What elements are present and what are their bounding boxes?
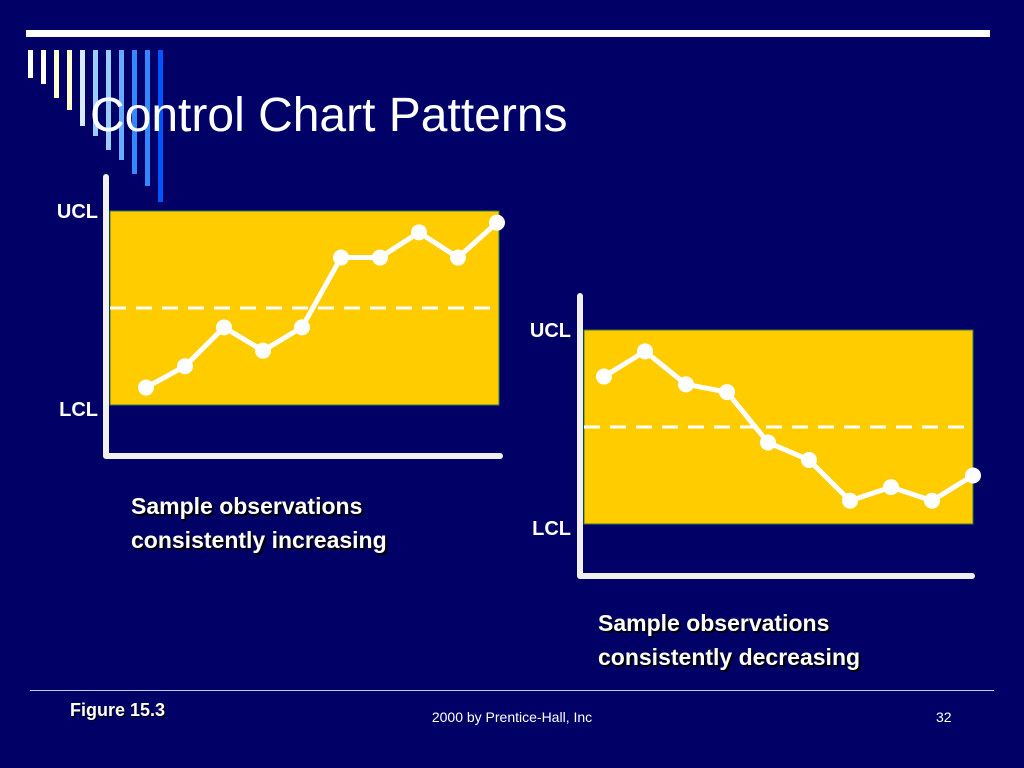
footer-rule [30, 690, 994, 691]
data-point-decreasing-6 [801, 451, 817, 468]
slide-title: Control Chart Patterns [90, 89, 568, 142]
lcl-label-decreasing: LCL [532, 518, 571, 540]
data-point-decreasing-5 [760, 434, 776, 451]
decor-stripe [145, 50, 150, 186]
data-point-increasing-6 [333, 249, 349, 266]
data-point-decreasing-4 [719, 384, 735, 401]
decor-stripe [80, 50, 85, 126]
data-point-increasing-2 [177, 358, 193, 375]
data-point-increasing-8 [411, 224, 427, 241]
caption-decreasing: Sample observations consistently decreas… [598, 606, 860, 674]
decor-stripe [67, 50, 72, 110]
data-point-increasing-4 [255, 342, 271, 359]
caption-decreasing-line-2: consistently decreasing [598, 644, 861, 670]
data-point-increasing-9 [450, 249, 466, 266]
data-point-decreasing-10 [965, 467, 981, 484]
page-number: 32 [936, 709, 952, 725]
decorative-stripes [28, 50, 163, 202]
axis-increasing [103, 174, 503, 459]
decor-stripe [93, 50, 98, 136]
decor-stripe [119, 50, 124, 160]
decor-stripe [106, 50, 111, 150]
data-point-increasing-3 [216, 319, 232, 336]
data-point-decreasing-8 [883, 479, 899, 496]
data-point-decreasing-7 [842, 492, 858, 509]
lcl-label-increasing: LCL [59, 399, 98, 421]
data-point-decreasing-3 [678, 376, 694, 393]
data-point-decreasing-2 [637, 343, 653, 360]
decor-stripe [41, 50, 46, 84]
figure-label: Figure 15.3 [70, 700, 166, 720]
data-point-increasing-5 [294, 319, 310, 336]
data-point-increasing-7 [372, 249, 388, 266]
ucl-label-decreasing: UCL [530, 320, 571, 342]
decor-stripe [132, 50, 137, 174]
series-line-increasing [144, 220, 499, 390]
data-point-decreasing-1 [596, 368, 612, 385]
decor-stripe [54, 50, 59, 98]
data-point-decreasing-9 [924, 492, 940, 509]
data-point-increasing-1 [138, 379, 154, 396]
caption-increasing-line-2: consistently increasing [131, 527, 387, 553]
axis-decreasing [577, 293, 975, 579]
caption-decreasing-line-1: Sample observations [598, 610, 830, 636]
decor-stripe [158, 50, 163, 202]
caption-increasing-line-1: Sample observations [131, 493, 363, 519]
decor-stripe [28, 50, 33, 78]
footer-credit: 2000 by Prentice-Hall, Inc [431, 709, 593, 725]
caption-increasing: Sample observations consistently increas… [131, 489, 387, 557]
ucl-label-increasing: UCL [57, 201, 98, 223]
top-rule [26, 30, 990, 37]
data-point-increasing-10 [489, 214, 505, 231]
series-line-decreasing [602, 348, 975, 504]
